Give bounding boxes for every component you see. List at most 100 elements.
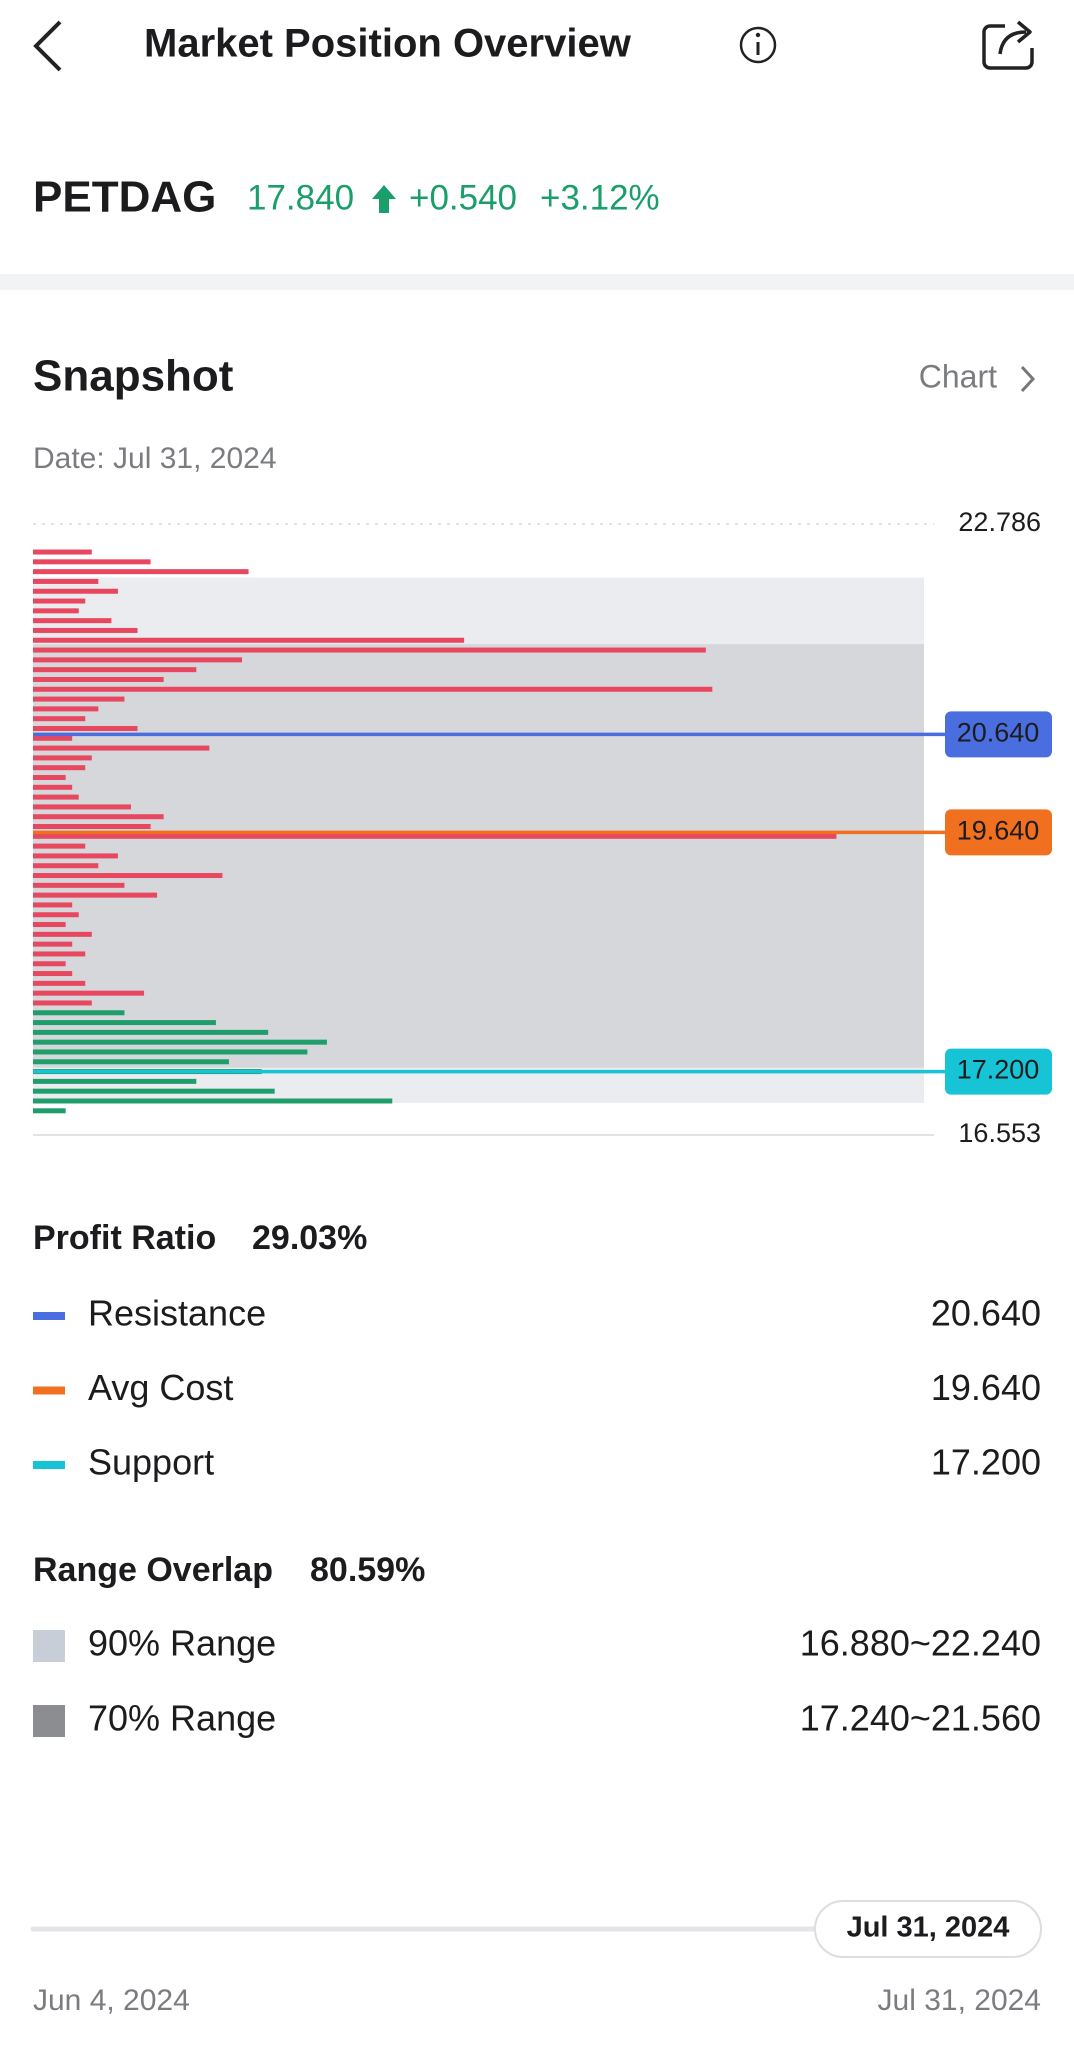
legend-value: 16.880~22.240 — [800, 1623, 1041, 1664]
up-arrow — [372, 185, 396, 213]
stock-symbol: PETDAG — [33, 173, 216, 222]
range-overlap-label: Range Overlap — [33, 1551, 273, 1589]
volume-bar — [33, 578, 99, 584]
volume-bar — [33, 716, 86, 722]
volume-bar — [33, 755, 92, 761]
legend-swatch — [33, 1461, 65, 1469]
volume-bar — [33, 951, 86, 957]
volume-bar — [33, 941, 73, 947]
volume-bar — [33, 843, 86, 849]
slider-selected: Jul 31, 2024 — [847, 1912, 1010, 1944]
volume-bar — [33, 980, 86, 986]
volume-bar — [33, 1049, 308, 1055]
level-tag — [945, 1048, 1052, 1095]
volume-bar — [33, 618, 112, 624]
volume-bar — [33, 784, 73, 790]
y-tick-label: 22.786 — [958, 507, 1041, 537]
volume-bar — [33, 765, 86, 771]
legend: Resistance 20.640 Avg Cost 19.640 Support 17.… — [33, 1293, 1041, 1739]
legend-value: 17.240~21.560 — [800, 1698, 1041, 1739]
back-button[interactable] — [33, 20, 62, 72]
level-tag-label: 20.640 — [957, 717, 1040, 747]
volume-bar — [33, 549, 92, 555]
level-tag — [945, 711, 1052, 758]
legend-value: 19.640 — [931, 1367, 1041, 1408]
volume-bar — [33, 745, 210, 751]
volume-bar — [33, 1088, 275, 1094]
chart-link-text: Chart — [919, 358, 997, 394]
range-area — [33, 644, 924, 1068]
divider — [0, 274, 1074, 290]
page-title: Market Position Overview — [144, 22, 632, 66]
volume-bar — [33, 961, 66, 967]
volume-bar — [33, 1000, 92, 1006]
profit-ratio-value: 29.03% — [252, 1219, 367, 1257]
legend-name: Resistance — [88, 1293, 266, 1334]
slider-start: Jun 4, 2024 — [33, 1984, 190, 2017]
volume-bar — [33, 676, 164, 682]
volume-bar — [33, 1098, 393, 1104]
volume-bar — [33, 588, 118, 594]
level-tag-label: 19.640 — [957, 816, 1040, 846]
volume-bar — [33, 931, 92, 937]
volume-bar — [33, 990, 145, 996]
volume-bar — [33, 735, 73, 741]
chip-chart: 16.553 22.786 20.640 19.640 17.200 — [33, 507, 1052, 1148]
stock-change-pct: +3.12% — [540, 178, 660, 217]
slider-end: Jul 31, 2024 — [878, 1984, 1041, 2017]
volume-bar — [33, 559, 151, 565]
stock-change: +0.540 — [409, 178, 517, 217]
volume-bar — [33, 686, 713, 692]
volume-bar — [33, 1010, 125, 1016]
legend-swatch — [33, 1630, 65, 1662]
volume-bar — [33, 912, 79, 918]
volume-bar — [33, 794, 79, 800]
volume-bar — [33, 824, 151, 830]
volume-bar — [33, 1020, 216, 1026]
volume-bar — [33, 637, 465, 643]
volume-bar — [33, 892, 158, 898]
volume-bar — [33, 725, 138, 731]
volume-bar — [33, 833, 837, 839]
level-tag — [945, 809, 1052, 856]
volume-bar — [33, 882, 125, 888]
volume-bar — [33, 627, 138, 633]
share-icon[interactable] — [982, 20, 1034, 70]
range-overlap-value: 80.59% — [310, 1551, 425, 1589]
legend-name: 70% Range — [88, 1698, 276, 1739]
legend-value: 17.200 — [931, 1442, 1041, 1483]
legend-swatch — [33, 1386, 65, 1395]
y-tick-label: 16.553 — [958, 1118, 1041, 1148]
volume-bar — [33, 1029, 269, 1035]
volume-bar — [33, 922, 66, 928]
volume-bar — [33, 971, 73, 977]
chart-link[interactable]: Chart — [919, 358, 1036, 394]
volume-bar — [33, 706, 99, 712]
stock-price: 17.840 — [247, 178, 354, 217]
level-tag-label: 17.200 — [957, 1055, 1040, 1085]
legend-value: 20.640 — [931, 1293, 1041, 1334]
volume-bar — [33, 1108, 66, 1114]
legend-name: Support — [88, 1442, 214, 1483]
volume-bar — [33, 1059, 229, 1065]
volume-bar — [33, 598, 86, 604]
volume-bar — [33, 696, 125, 702]
volume-bar — [33, 873, 223, 879]
profit-ratio-label: Profit Ratio — [33, 1219, 216, 1257]
volume-bar — [33, 902, 73, 908]
volume-bar — [33, 814, 164, 820]
volume-bar — [33, 667, 197, 673]
legend-name: Avg Cost — [88, 1367, 233, 1408]
volume-bar — [33, 608, 79, 614]
volume-bar — [33, 774, 66, 780]
volume-bar — [33, 1078, 197, 1084]
slider-thumb[interactable]: Jul 31, 2024 — [814, 1900, 1042, 1958]
volume-bar — [33, 804, 131, 810]
legend-swatch — [33, 1312, 65, 1320]
legend-swatch — [33, 1705, 65, 1737]
volume-bar — [33, 853, 118, 859]
volume-bar — [33, 657, 243, 663]
info-icon[interactable] — [739, 26, 777, 64]
